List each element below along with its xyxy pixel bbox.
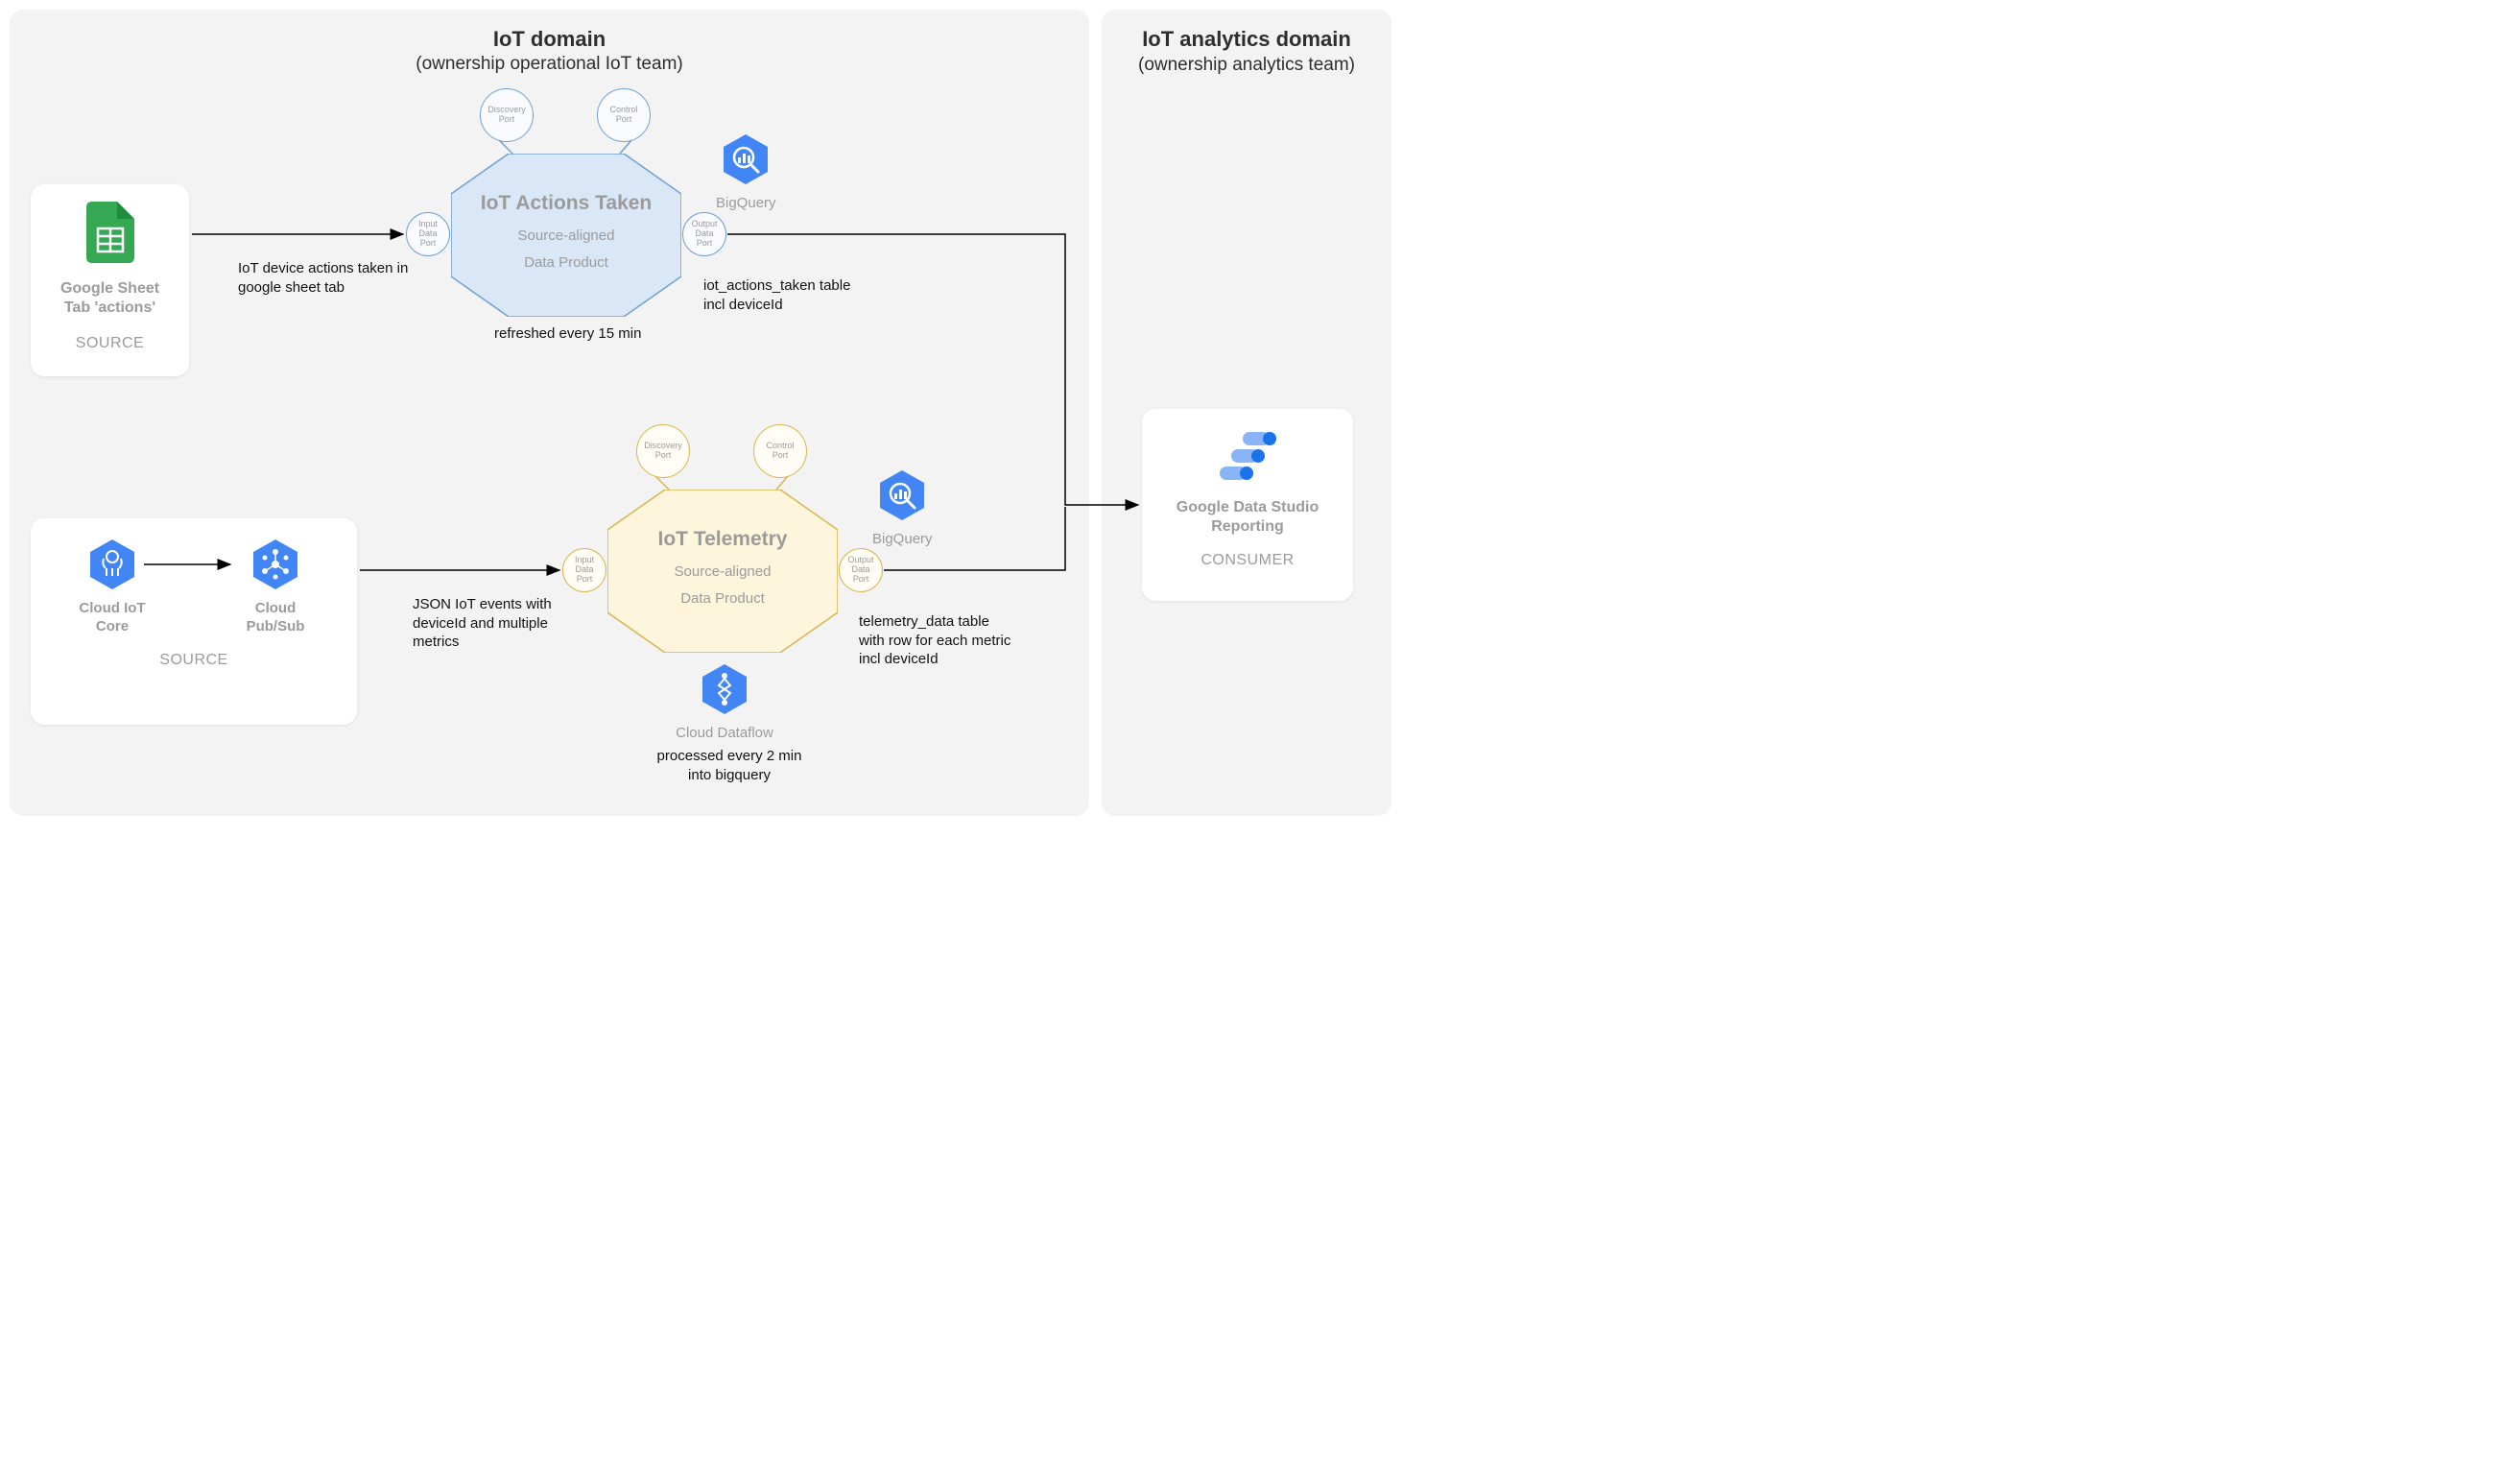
telemetry-input-label: Input Data Port: [575, 556, 594, 585]
telemetry-product-octagon: IoT Telemetry Source-aligned Data Produc…: [607, 490, 838, 653]
dataflow-note: processed every 2 min into bigquery: [653, 747, 806, 784]
telemetry-input-note: JSON IoT events with deviceId and multip…: [413, 595, 552, 652]
consumer-label-2: Reporting: [1142, 517, 1353, 537]
actions-discovery-port: Discovery Port: [480, 88, 534, 142]
telemetry-input-note-l3: metrics: [413, 634, 459, 650]
actions-title: IoT Actions Taken: [481, 192, 653, 214]
iot-pubsub-role: SOURCE: [31, 652, 357, 669]
iot-core-label-2: Core: [45, 618, 179, 636]
actions-product-octagon: IoT Actions Taken Source-aligned Data Pr…: [451, 154, 681, 317]
sheet-label-2: Tab 'actions': [31, 299, 189, 318]
cloud-dataflow: Cloud Dataflow: [672, 664, 777, 743]
telemetry-output-note-l2: with row for each metric: [859, 633, 1010, 649]
sheet-role: SOURCE: [31, 335, 189, 352]
telemetry-sub2: Data Product: [680, 590, 765, 607]
telemetry-output-note: telemetry_data table with row for each m…: [859, 612, 1010, 669]
bigquery-icon: [724, 134, 768, 184]
telemetry-bq-label: BigQuery: [872, 531, 933, 549]
actions-input-port: Input Data Port: [406, 212, 450, 256]
actions-input-note-l2: google sheet tab: [238, 279, 345, 296]
dataflow-note-l2: into bigquery: [688, 767, 771, 783]
telemetry-control-label: Control Port: [766, 442, 794, 461]
iot-domain-subtitle: (ownership operational IoT team): [10, 54, 1089, 75]
consumer-label-1: Google Data Studio: [1142, 498, 1353, 517]
cloud-iot-core-icon: [90, 539, 134, 589]
dataflow-note-l1: processed every 2 min: [657, 748, 802, 764]
actions-refresh: refreshed every 15 min: [494, 324, 641, 344]
cloud-pubsub-icon: [253, 539, 297, 589]
iot-pubsub-source: Cloud IoT Core Cloud Pub/Sub SOURCE: [31, 518, 357, 725]
analytics-domain-title: IoT analytics domain: [1102, 10, 1391, 52]
iot-domain-title: IoT domain: [10, 10, 1089, 52]
actions-output-note-l1: iot_actions_taken table: [703, 277, 850, 294]
telemetry-sub1: Source-aligned: [675, 563, 772, 580]
telemetry-title: IoT Telemetry: [658, 528, 788, 550]
dataflow-label: Cloud Dataflow: [672, 725, 777, 743]
analytics-domain-subtitle-text: (ownership analytics team): [1138, 55, 1355, 75]
google-sheets-icon: [86, 202, 134, 263]
pubsub-label-2: Pub/Sub: [208, 618, 343, 636]
telemetry-output-label: Output Data Port: [847, 556, 873, 585]
actions-bigquery: BigQuery: [716, 134, 776, 213]
actions-control-label: Control Port: [609, 106, 637, 125]
consumer-role: CONSUMER: [1142, 552, 1353, 569]
actions-output-port: Output Data Port: [682, 212, 726, 256]
sheet-label-1: Google Sheet: [31, 279, 189, 299]
data-studio-icon: [1214, 430, 1281, 482]
telemetry-output-note-l3: incl deviceId: [859, 651, 939, 667]
telemetry-input-port: Input Data Port: [562, 548, 606, 592]
telemetry-output-port: Output Data Port: [839, 548, 883, 592]
actions-discovery-label: Discovery Port: [487, 106, 526, 125]
actions-sub2: Data Product: [524, 254, 608, 271]
telemetry-input-note-l1: JSON IoT events with: [413, 596, 552, 612]
actions-output-note: iot_actions_taken table incl deviceId: [703, 276, 850, 314]
iot-core-label-1: Cloud IoT: [45, 600, 179, 618]
telemetry-output-note-l1: telemetry_data table: [859, 613, 989, 630]
actions-control-port: Control Port: [597, 88, 651, 142]
actions-output-label: Output Data Port: [691, 220, 717, 249]
consumer-box: Google Data Studio Reporting CONSUMER: [1142, 409, 1353, 601]
actions-output-note-l2: incl deviceId: [703, 297, 783, 313]
telemetry-discovery-label: Discovery Port: [644, 442, 682, 461]
google-sheet-source: Google Sheet Tab 'actions' SOURCE: [31, 184, 189, 376]
bigquery-icon: [880, 470, 924, 520]
actions-bq-label: BigQuery: [716, 195, 776, 213]
telemetry-input-note-l2: deviceId and multiple: [413, 615, 548, 632]
actions-input-note: IoT device actions taken in google sheet…: [238, 259, 408, 297]
telemetry-control-port: Control Port: [753, 424, 807, 478]
actions-input-note-l1: IoT device actions taken in: [238, 260, 408, 276]
cloud-dataflow-icon: [702, 664, 747, 714]
actions-sub1: Source-aligned: [518, 227, 615, 244]
telemetry-bigquery: BigQuery: [872, 470, 933, 549]
analytics-domain-subtitle: (ownership analytics team): [1102, 54, 1391, 77]
actions-input-label: Input Data Port: [418, 220, 438, 249]
pubsub-label-1: Cloud: [208, 600, 343, 618]
telemetry-discovery-port: Discovery Port: [636, 424, 690, 478]
